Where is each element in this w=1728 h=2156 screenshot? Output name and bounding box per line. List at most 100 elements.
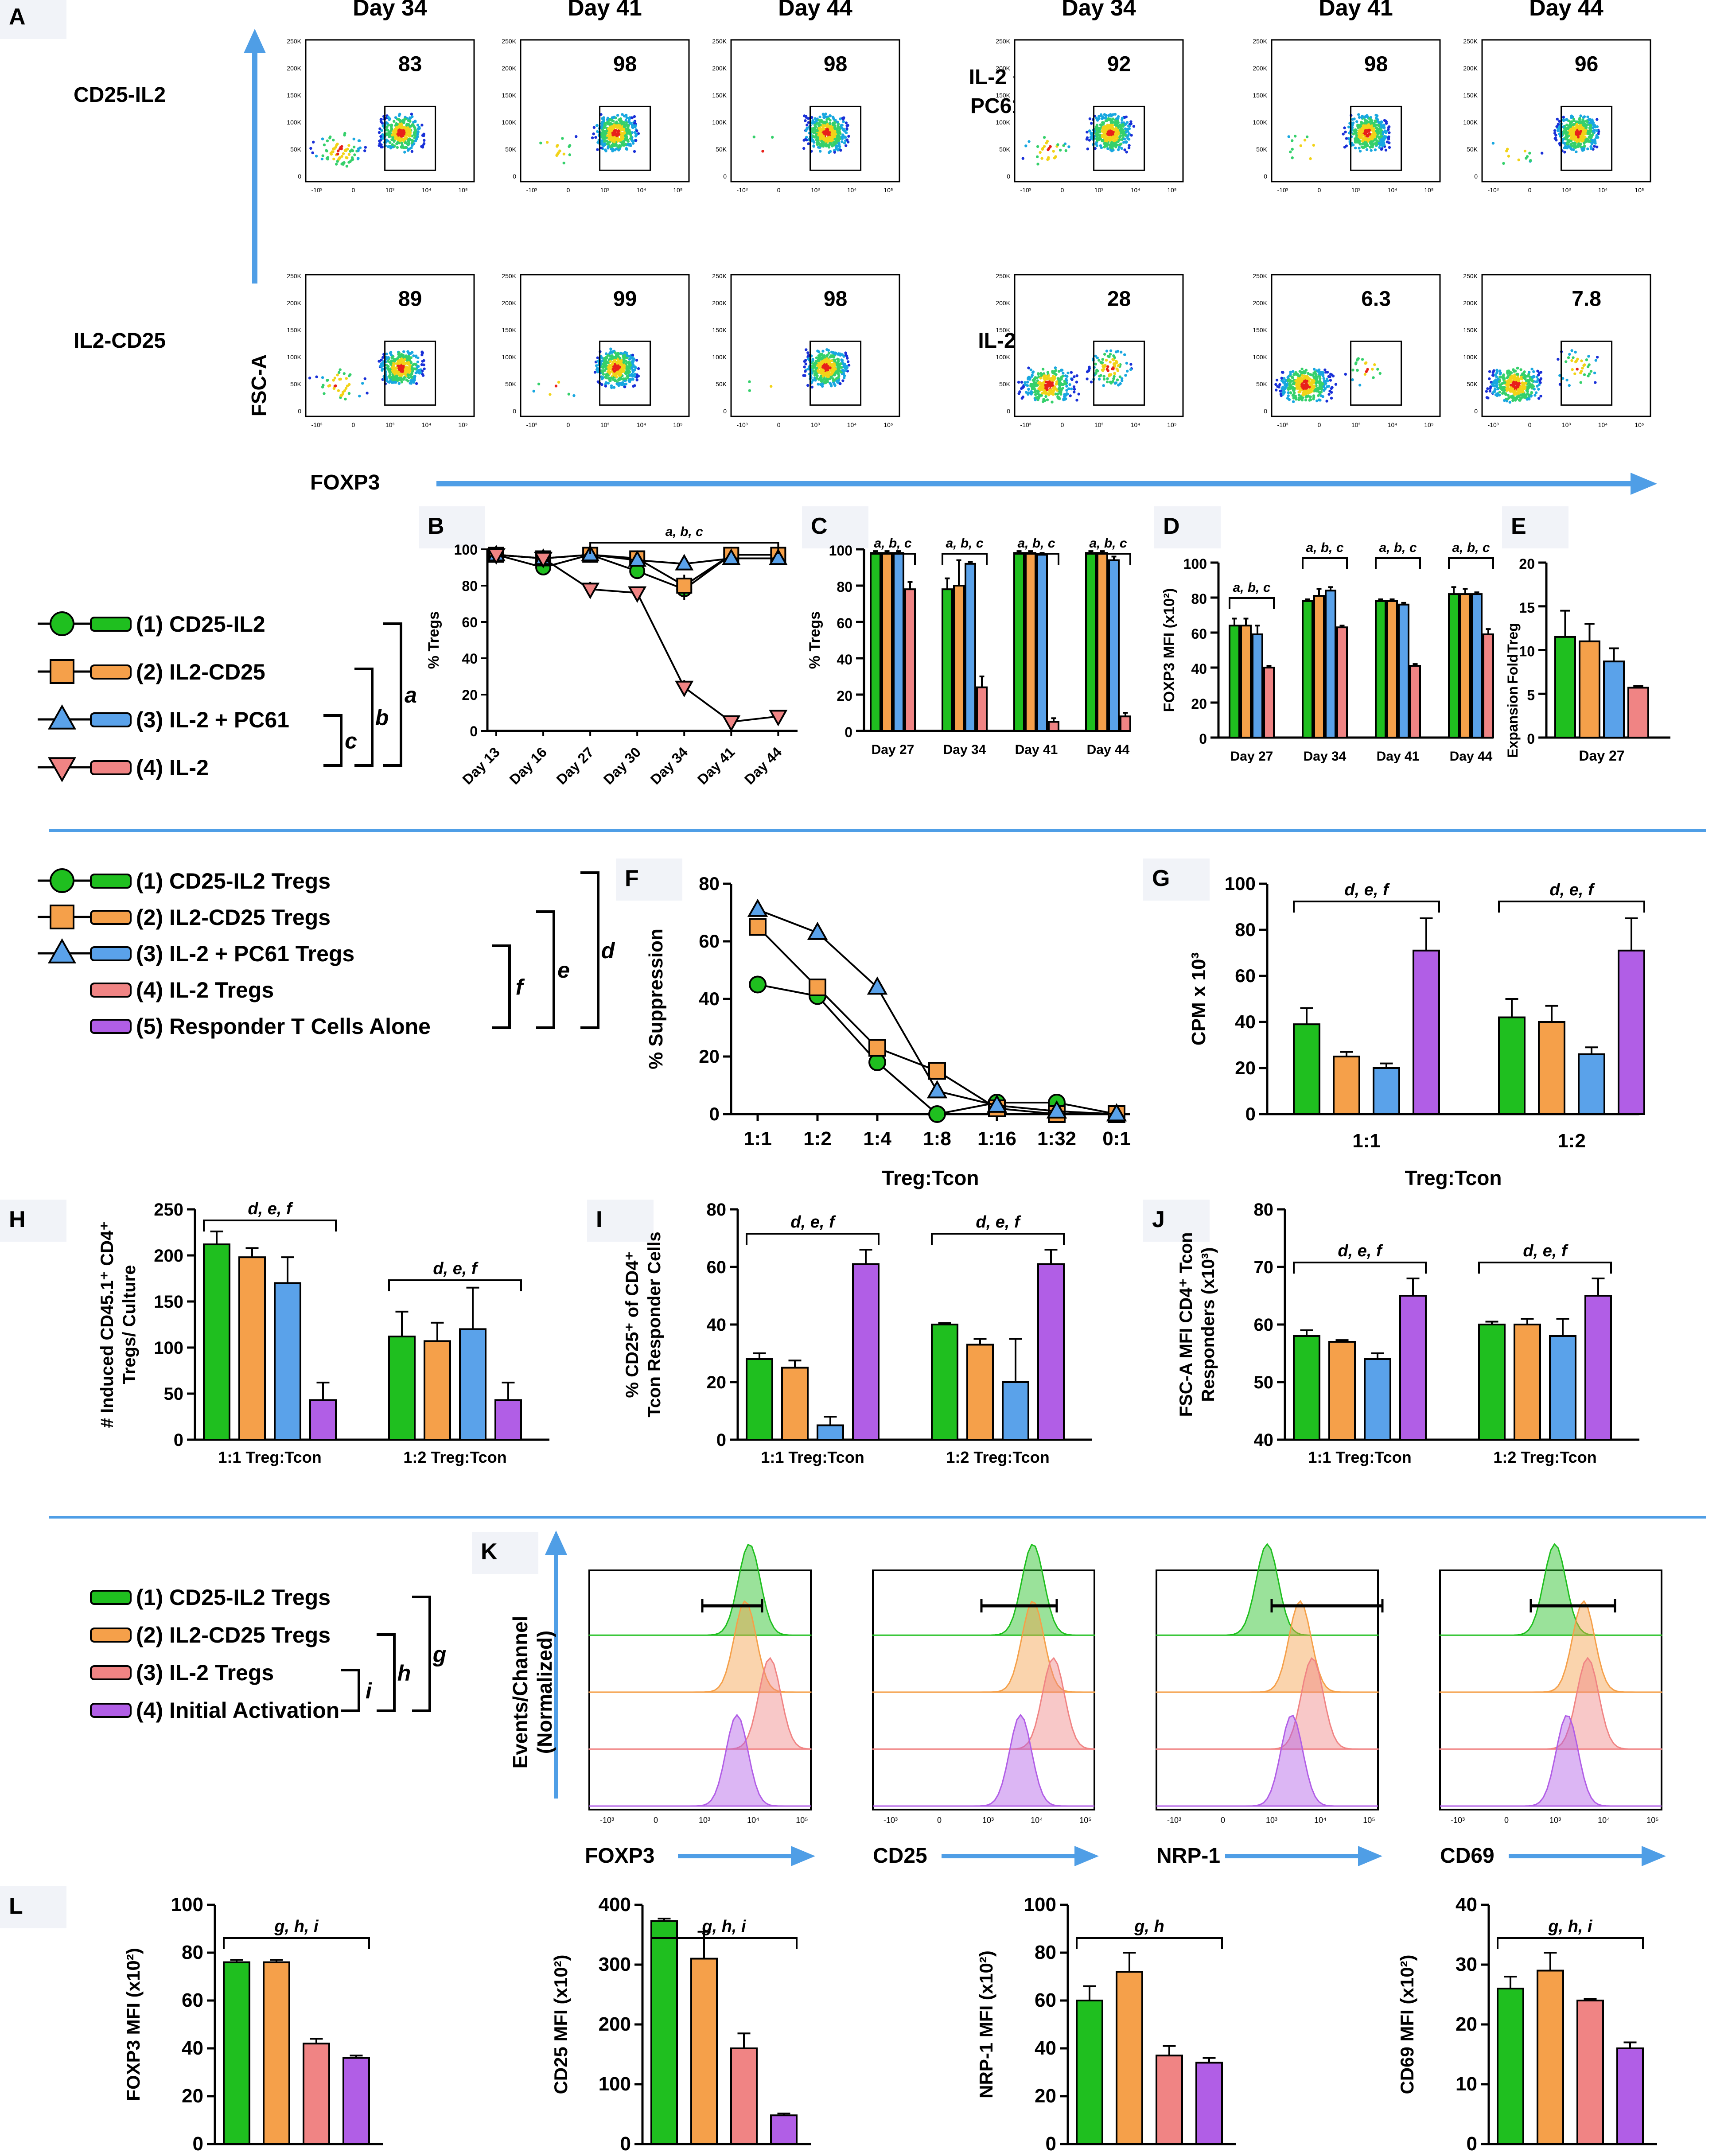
flow-event-dot: [1308, 399, 1311, 402]
flow-event-dot: [829, 366, 832, 369]
flow-event-dot: [1301, 396, 1304, 400]
flow-event-dot: [1060, 383, 1064, 386]
flow-event-dot: [1585, 358, 1588, 361]
flow-event-dot: [1021, 157, 1024, 160]
flow-event-dot: [1096, 119, 1099, 122]
flow-event-dot: [1041, 148, 1044, 151]
flow-event-dot: [605, 121, 608, 125]
flow-gate: [810, 340, 862, 406]
flow-event-dot: [398, 355, 401, 358]
flow-event-dot: [1593, 124, 1596, 127]
flow-event-dot: [822, 114, 825, 117]
flow-event-dot: [623, 354, 627, 357]
flow-ytick: 150K: [1463, 326, 1478, 334]
flow-event-dot: [619, 369, 622, 373]
flow-event-dot: [1063, 398, 1066, 401]
flow-event-dot: [837, 142, 841, 145]
flow-event-dot: [1377, 128, 1380, 132]
flow-event-dot: [818, 123, 821, 127]
flow-event-dot: [1088, 117, 1092, 120]
flow-event-dot: [1385, 122, 1388, 125]
flow-event-dot: [1044, 395, 1047, 398]
flow-event-dot: [407, 361, 410, 364]
flow-event-dot: [807, 142, 810, 145]
flow-event-dot: [1088, 129, 1091, 132]
flow-event-dot: [633, 365, 636, 368]
flow-event-dot: [1129, 363, 1133, 366]
flow-event-dot: [400, 134, 403, 137]
flow-plot-frame: [305, 274, 475, 417]
flow-event-dot: [815, 132, 818, 136]
flow-event-dot: [1109, 353, 1112, 356]
flow-event-dot: [1104, 119, 1108, 122]
flow-event-dot: [1347, 125, 1350, 128]
flow-ytick: 250K: [1463, 38, 1478, 45]
flow-event-dot: [343, 389, 346, 392]
flow-event-dot: [624, 377, 627, 381]
flow-plot-frame: [520, 39, 690, 183]
flow-event-dot: [1066, 392, 1069, 396]
flow-event-dot: [410, 376, 413, 379]
flow-event-dot: [1585, 119, 1588, 122]
flow-event-dot: [1097, 137, 1100, 140]
flow-event-dot: [419, 371, 422, 374]
flow-event-dot: [390, 138, 393, 141]
flow-event-dot: [1317, 398, 1321, 401]
flow-event-dot: [396, 123, 399, 126]
flow-event-dot: [1101, 361, 1104, 365]
flow-event-dot: [1064, 374, 1067, 377]
flow-event-dot: [1386, 140, 1389, 144]
flow-event-dot: [1098, 377, 1101, 381]
flow-event-dot: [388, 376, 391, 380]
flow-event-dot: [416, 135, 419, 138]
flow-event-dot: [811, 130, 814, 133]
flow-event-dot: [1126, 137, 1129, 140]
flow-event-dot: [818, 144, 822, 147]
flow-event-dot: [1318, 392, 1322, 395]
flow-event-dot: [1098, 134, 1102, 137]
flow-event-dot: [617, 124, 621, 127]
flow-event-dot: [1066, 371, 1070, 375]
flow-event-dot: [605, 129, 608, 132]
flow-event-dot: [1287, 135, 1290, 138]
flow-event-dot: [1375, 139, 1378, 143]
flow-event-dot: [804, 119, 807, 122]
flow-event-dot: [608, 372, 611, 375]
flow-event-dot: [416, 124, 420, 127]
flow-event-dot: [1111, 147, 1114, 150]
flow-event-dot: [845, 369, 848, 372]
flow-event-dot: [606, 373, 609, 376]
flow-event-dot: [1120, 142, 1123, 145]
flow-event-dot: [845, 131, 848, 134]
flow-event-dot: [1576, 368, 1579, 371]
flow-event-dot: [1125, 140, 1128, 144]
flow-ytick: 150K: [712, 326, 727, 334]
flow-event-dot: [1370, 136, 1373, 139]
flow-event-dot: [624, 137, 627, 140]
flow-event-dot: [1108, 118, 1112, 121]
flow-event-dot: [1286, 376, 1289, 379]
flow-event-dot: [1322, 389, 1326, 392]
flow-event-dot: [409, 120, 412, 123]
flow-event-dot: [1044, 387, 1048, 390]
flow-event-dot: [1322, 385, 1325, 388]
flow-event-dot: [1027, 376, 1031, 379]
flow-event-dot: [810, 381, 813, 384]
flow-ytick: 100K: [712, 119, 727, 126]
flow-event-dot: [549, 393, 552, 396]
flow-event-dot: [834, 140, 837, 143]
flow-event-dot: [609, 347, 612, 350]
flow-event-dot: [398, 128, 401, 132]
flow-event-dot: [626, 376, 630, 380]
flow-event-dot: [839, 124, 843, 127]
flow-event-dot: [625, 365, 629, 369]
flow-event-dot: [1113, 382, 1117, 385]
flow-event-dot: [1364, 362, 1367, 365]
flow-event-dot: [1307, 377, 1310, 380]
flow-xtick: 10⁴: [1598, 186, 1608, 194]
flow-event-dot: [1278, 383, 1281, 386]
flow-gate-percentage: 28: [1107, 287, 1131, 311]
flow-xtick: 10³: [1094, 186, 1104, 194]
flow-event-dot: [603, 126, 606, 129]
flow-event-dot: [628, 120, 631, 124]
